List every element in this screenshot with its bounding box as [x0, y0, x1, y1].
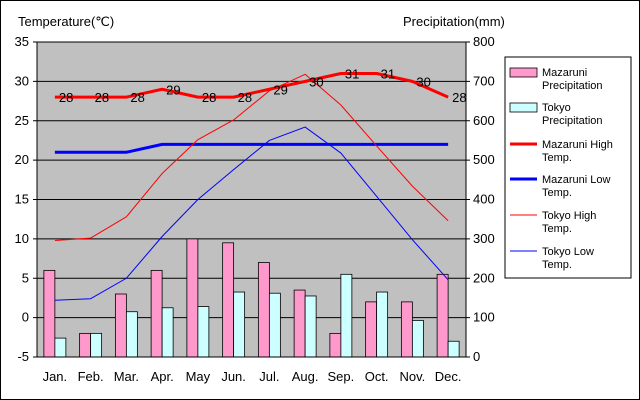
- data-label: 29: [166, 82, 180, 97]
- legend-label: Mazaruni Precipitation: [542, 67, 603, 92]
- x-tick-label: Nov.: [399, 369, 425, 384]
- tick-label-right: 200: [473, 270, 495, 285]
- tick-label-right: 400: [473, 192, 495, 207]
- gridlines: [37, 80, 466, 319]
- x-tick-label: Aug.: [292, 369, 319, 384]
- bar-tokyo-precipitation: [304, 295, 317, 358]
- x-tick-label: Feb.: [78, 369, 104, 384]
- bar-mazaruni-precipitation: [293, 289, 306, 358]
- data-label: 28: [59, 90, 73, 105]
- bar-tokyo-precipitation: [90, 332, 103, 358]
- legend-label: Tokyo Precipitation: [542, 102, 603, 127]
- data-label: 28: [452, 90, 466, 105]
- tick-label-left: 5: [22, 270, 29, 285]
- x-tick-label: May: [186, 369, 211, 384]
- legend-box: [504, 56, 632, 279]
- data-label: 28: [202, 90, 216, 105]
- legend-swatch-tokyo-precipitation: [509, 102, 538, 113]
- bar-tokyo-precipitation: [268, 292, 281, 358]
- x-tick-label: Oct.: [365, 369, 389, 384]
- x-tick-label: Jan.: [43, 369, 68, 384]
- tick-label-right: 100: [473, 310, 495, 325]
- data-label: 30: [416, 74, 430, 89]
- bar-mazaruni-precipitation: [329, 332, 342, 358]
- tick-label-left: 30: [15, 73, 29, 88]
- bar-tokyo-precipitation: [340, 273, 353, 358]
- legend-swatch-mazaruni-precipitation: [509, 67, 538, 78]
- bar-mazaruni-precipitation: [186, 238, 199, 358]
- data-label: 31: [345, 67, 359, 82]
- axes: -5 0 5 10 15 20 25 30 35 0 100 200 300 400 500 600 700 80…: [15, 34, 495, 384]
- tick-label-left: 35: [15, 34, 29, 49]
- data-label: 28: [238, 90, 252, 105]
- bar-mazaruni-precipitation: [222, 242, 235, 358]
- data-label: 28: [95, 90, 109, 105]
- x-tick-label: Apr.: [151, 369, 174, 384]
- tick-label-right: 600: [473, 113, 495, 128]
- bar-mazaruni-precipitation: [43, 269, 56, 358]
- bar-tokyo-precipitation: [54, 337, 67, 358]
- bar-mazaruni-precipitation: [400, 301, 413, 358]
- line-tokyo-high-temp: [54, 73, 449, 241]
- x-tick-label: Jul.: [259, 369, 279, 384]
- data-label: 30: [309, 74, 323, 89]
- bar-mazaruni-precipitation: [436, 273, 449, 358]
- data-label: 29: [273, 82, 287, 97]
- bar-mazaruni-precipitation: [257, 262, 270, 358]
- temperature-lines: [54, 72, 449, 301]
- bar-tokyo-precipitation: [161, 307, 174, 358]
- line-mazaruni-low-temp: [54, 142, 449, 154]
- bar-mazaruni-precipitation: [150, 269, 163, 358]
- data-labels: 28 28 28 29 28 28 29 30 31 31 30 28: [59, 67, 467, 106]
- tick-label-left: 20: [15, 152, 29, 167]
- tick-label-right: 800: [473, 34, 495, 49]
- y-axis-right-title: Precipitation(mm): [403, 14, 505, 29]
- legend-label: Tokyo Low Temp.: [542, 246, 594, 271]
- bar-tokyo-precipitation: [447, 340, 460, 358]
- bar-tokyo-precipitation: [197, 306, 210, 358]
- tick-label-left: 10: [15, 231, 29, 246]
- x-tick-label: Dec.: [435, 369, 462, 384]
- tick-label-right: 0: [473, 349, 480, 364]
- y-axis-left-title: Temperature(℃): [18, 14, 114, 29]
- tick-label-right: 500: [473, 152, 495, 167]
- x-tick-label: Mar.: [114, 369, 139, 384]
- tick-label-right: 700: [473, 73, 495, 88]
- bar-tokyo-precipitation: [125, 311, 138, 358]
- x-tick-label: Sep.: [328, 369, 355, 384]
- tick-label-left: 15: [15, 192, 29, 207]
- bar-tokyo-precipitation: [411, 319, 424, 358]
- legend: Mazaruni Precipitation Tokyo Precipitation M…: [504, 56, 632, 279]
- data-label: 28: [130, 90, 144, 105]
- bar-mazaruni-precipitation: [79, 332, 92, 358]
- tick-label-left: 25: [15, 113, 29, 128]
- tick-label-left: -5: [17, 349, 29, 364]
- bar-mazaruni-precipitation: [114, 293, 127, 358]
- precipitation-bars: [43, 238, 460, 358]
- line-mazaruni-high-temp: [54, 72, 449, 99]
- legend-label: Tokyo High Temp.: [542, 210, 596, 235]
- tick-label-left: 0: [22, 310, 29, 325]
- data-label: 31: [381, 67, 395, 82]
- bar-tokyo-precipitation: [233, 291, 246, 358]
- legend-label: Mazaruni Low Temp.: [542, 174, 611, 199]
- tick-label-right: 300: [473, 231, 495, 246]
- legend-label: Mazaruni High Temp.: [542, 139, 613, 164]
- bar-mazaruni-precipitation: [365, 301, 378, 358]
- bar-tokyo-precipitation: [376, 291, 389, 358]
- x-tick-label: Jun.: [221, 369, 246, 384]
- line-tokyo-low-temp: [54, 126, 449, 301]
